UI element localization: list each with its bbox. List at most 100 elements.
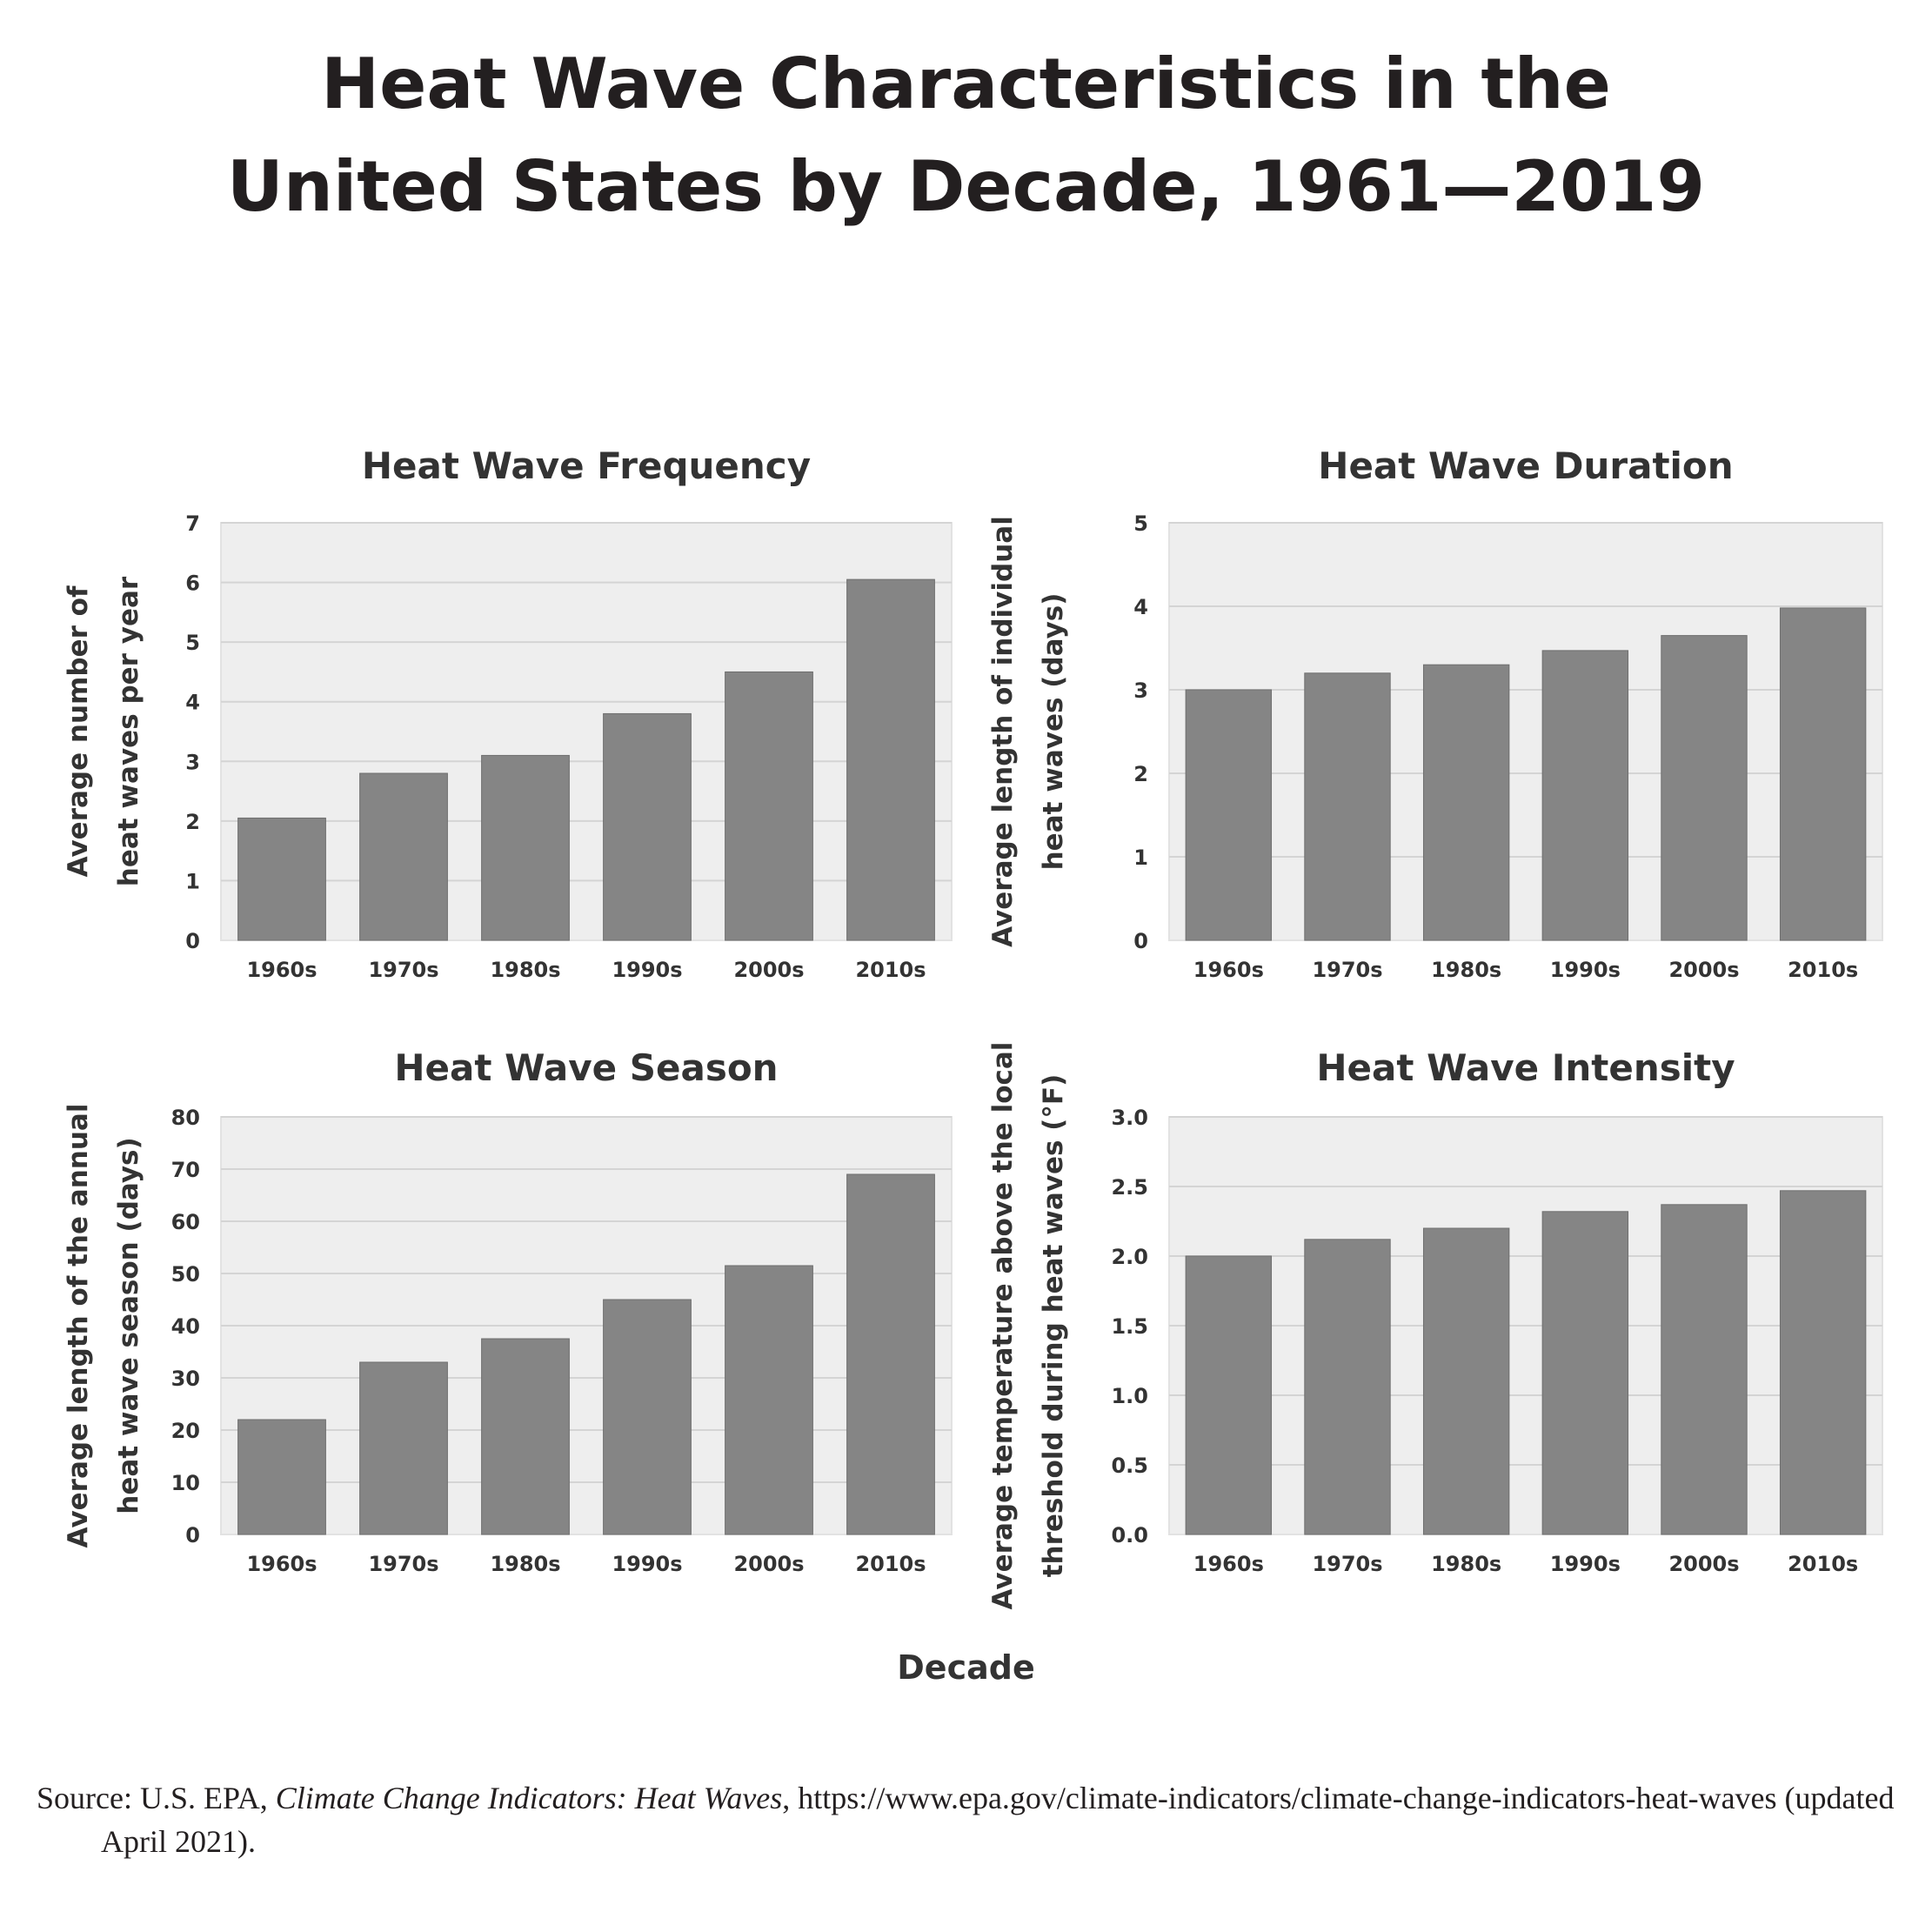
y-tick-label: 5: [185, 631, 200, 655]
y-tick-label: 1: [185, 869, 200, 893]
bar-2010s: [1779, 607, 1867, 941]
x-tick-label: 1990s: [612, 1552, 682, 1576]
page-title-line-1: Heat Wave Characteristics in the: [321, 43, 1611, 124]
x-tick-label: 1970s: [368, 1552, 438, 1576]
bar-2010s: [1779, 1190, 1867, 1535]
bar-2010s: [846, 578, 935, 941]
y-tick-label: 2: [185, 810, 200, 834]
bar-1960s: [1185, 689, 1273, 941]
y-tick-label: 2: [1133, 762, 1148, 786]
y-tick-label: 70: [171, 1158, 200, 1182]
x-tick-label: 1970s: [1312, 1552, 1382, 1576]
y-tick-label: 4: [185, 691, 200, 715]
y-tick-label: 4: [1133, 595, 1148, 619]
x-tick-label: 1990s: [612, 958, 682, 982]
y-axis-label-line-2: threshold during heat waves (°F): [1038, 1074, 1069, 1578]
source-prefix: Source: U.S. EPA,: [37, 1781, 276, 1815]
x-tick-label: 1960s: [1193, 958, 1264, 982]
bar-2000s: [1661, 635, 1748, 941]
x-tick-label: 1970s: [368, 958, 438, 982]
bar-1970s: [359, 772, 448, 941]
x-tick-label: 1980s: [490, 958, 560, 982]
x-tick-label: 2000s: [1668, 1552, 1739, 1576]
y-axis-label-line-1: Average length of individual: [987, 516, 1019, 947]
chart-panel-2: 0 1 2 3 4 5 1960s 1970s 1980s 1990s 2000s 2010s Heat…: [987, 444, 1883, 982]
bar-2000s: [725, 1265, 813, 1535]
y-tick-label: 40: [171, 1314, 200, 1339]
bar-1960s: [237, 1419, 326, 1535]
bar-1980s: [481, 754, 570, 941]
page-title: Heat Wave Characteristics in the United …: [0, 33, 1932, 238]
y-tick-label: 1: [1133, 846, 1148, 870]
source-suffix: , https://www.epa.gov/climate-indicators…: [101, 1781, 1895, 1859]
chart-panel-1: 0 1 2 3 4 5 6 7 1960s 1970s 1980s 1990s 2000s 2010s He…: [63, 444, 953, 982]
y-tick-label: 7: [185, 511, 200, 536]
x-tick-label: 1960s: [1193, 1552, 1264, 1576]
y-tick-label: 1.5: [1111, 1314, 1148, 1339]
y-tick-label: 20: [171, 1419, 200, 1443]
bar-1960s: [237, 817, 326, 941]
y-tick-label: 3.0: [1111, 1106, 1148, 1130]
bar-1980s: [1422, 664, 1510, 941]
shared-x-axis-label: Decade: [897, 1648, 1035, 1687]
bar-2000s: [1661, 1204, 1748, 1535]
y-tick-label: 2.0: [1111, 1245, 1148, 1269]
y-tick-label: 6: [185, 572, 200, 596]
y-tick-label: 0.0: [1111, 1523, 1148, 1547]
x-tick-label: 2010s: [1788, 958, 1858, 982]
x-tick-label: 1960s: [246, 1552, 317, 1576]
y-axis-label-line-1: Average temperature above the local: [987, 1042, 1019, 1610]
x-tick-label: 2000s: [733, 1552, 804, 1576]
y-tick-label: 0: [1133, 929, 1148, 953]
y-tick-label: 3: [185, 750, 200, 774]
bar-2000s: [725, 671, 813, 941]
x-tick-label: 1980s: [490, 1552, 560, 1576]
bar-1990s: [1541, 650, 1629, 941]
chart-panel-3: 0 10 20 30 40 50 60 70 80 1960s 1970s 1980s 1990s 200…: [63, 1046, 953, 1576]
bar-1970s: [1304, 672, 1391, 941]
chart-grid: 0 1 2 3 4 5 6 7 1960s 1970s 1980s 1990s 2000s 2010s He…: [63, 444, 1883, 1610]
x-tick-label: 1990s: [1550, 958, 1621, 982]
bar-1980s: [481, 1338, 570, 1535]
y-axis-label-line-2: heat waves (days): [1038, 593, 1069, 871]
bar-1960s: [1185, 1255, 1273, 1535]
bar-1970s: [1304, 1239, 1391, 1535]
chart-title: Heat Wave Duration: [1318, 444, 1733, 487]
y-tick-label: 80: [171, 1106, 200, 1130]
y-axis-label-line-1: Average number of: [63, 585, 94, 877]
y-axis-label-line-2: heat waves per year: [113, 576, 144, 886]
x-tick-label: 2010s: [1788, 1552, 1858, 1576]
x-tick-label: 2010s: [855, 958, 926, 982]
y-tick-label: 5: [1133, 511, 1148, 536]
y-tick-label: 60: [171, 1210, 200, 1234]
y-tick-label: 1.0: [1111, 1384, 1148, 1408]
bar-1980s: [1422, 1227, 1510, 1535]
source-note: Source: U.S. EPA, Climate Change Indicat…: [37, 1776, 1932, 1863]
bar-2010s: [846, 1173, 935, 1535]
y-tick-label: 0.5: [1111, 1454, 1148, 1478]
bar-1990s: [603, 1299, 692, 1535]
y-tick-label: 50: [171, 1262, 200, 1287]
y-tick-label: 0: [185, 1523, 200, 1547]
y-axis-label-line-1: Average length of the annual: [63, 1104, 94, 1548]
charts-svg: 0 1 2 3 4 5 6 7 1960s 1970s 1980s 1990s 2000s 2010s He…: [63, 444, 1883, 1610]
plot-area: [220, 522, 953, 941]
x-tick-label: 1960s: [246, 958, 317, 982]
y-axis-label-line-2: heat wave season (days): [113, 1137, 144, 1514]
bar-1970s: [359, 1361, 448, 1535]
chart-panel-4: 0.0 0.5 1.0 1.5 2.0 2.5 3.0 1960s 1970s 1980s 1990…: [987, 1042, 1883, 1610]
chart-title: Heat Wave Frequency: [362, 444, 811, 487]
y-tick-label: 10: [171, 1471, 200, 1495]
y-tick-label: 0: [185, 929, 200, 953]
chart-title: Heat Wave Intensity: [1316, 1046, 1735, 1089]
source-title: Climate Change Indicators: Heat Waves: [275, 1781, 783, 1815]
bar-1990s: [603, 712, 692, 941]
x-tick-label: 2010s: [855, 1552, 926, 1576]
x-tick-label: 1970s: [1312, 958, 1382, 982]
y-tick-label: 2.5: [1111, 1175, 1148, 1200]
bar-1990s: [1541, 1211, 1629, 1535]
x-tick-label: 2000s: [733, 958, 804, 982]
x-tick-label: 1980s: [1431, 1552, 1501, 1576]
y-tick-label: 3: [1133, 678, 1148, 703]
x-tick-label: 2000s: [1668, 958, 1739, 982]
